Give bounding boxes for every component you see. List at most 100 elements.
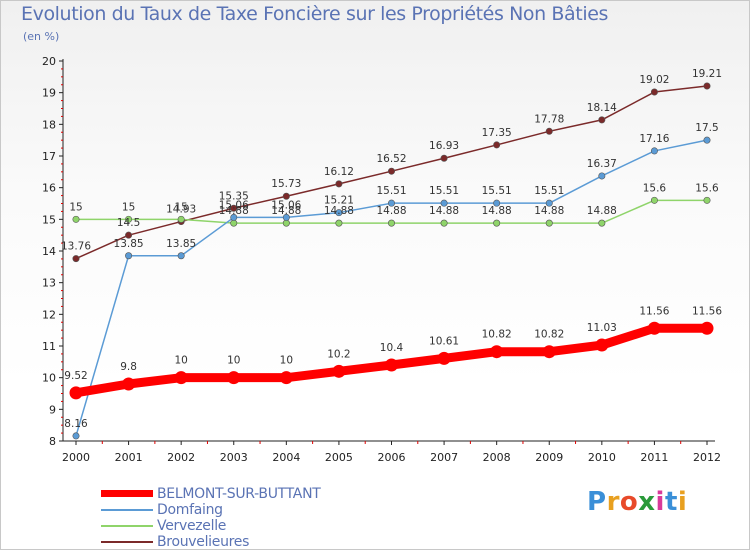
data-point-3 bbox=[230, 204, 238, 212]
y-tick-label: 14 bbox=[42, 245, 56, 258]
data-label-1: 8.16 bbox=[64, 418, 88, 430]
data-label-3: 19.21 bbox=[692, 68, 722, 80]
data-label-3: 14.93 bbox=[166, 204, 196, 216]
legend-item-belmont: BELMONT-SUR-BUTTANT bbox=[101, 486, 401, 502]
data-point-0 bbox=[542, 345, 556, 359]
legend-swatch-domfaing bbox=[101, 509, 153, 511]
data-label-3: 16.93 bbox=[429, 140, 459, 152]
data-point-1 bbox=[387, 199, 395, 207]
data-point-0 bbox=[279, 371, 293, 385]
x-tick-label: 2007 bbox=[430, 451, 458, 464]
data-point-0 bbox=[700, 321, 714, 335]
data-label-2: 14.88 bbox=[587, 205, 617, 217]
data-label-2: 14.88 bbox=[534, 205, 564, 217]
x-tick-label: 2005 bbox=[325, 451, 353, 464]
data-label-1: 15.51 bbox=[376, 185, 406, 197]
data-point-0 bbox=[122, 377, 136, 391]
y-tick-label: 16 bbox=[42, 182, 56, 195]
data-label-0: 10 bbox=[174, 355, 187, 367]
data-point-1 bbox=[125, 252, 133, 260]
legend-item-domfaing: Domfaing bbox=[101, 502, 401, 518]
y-tick-label: 9 bbox=[49, 403, 56, 416]
data-label-3: 13.76 bbox=[61, 241, 91, 253]
data-point-0 bbox=[174, 371, 188, 385]
data-label-3: 17.78 bbox=[534, 113, 564, 125]
data-label-2: 15.6 bbox=[695, 182, 719, 194]
legend-item-vervezelle: Vervezelle bbox=[101, 518, 401, 534]
proxiti-logo: Proxiti bbox=[587, 487, 688, 517]
data-point-2 bbox=[387, 219, 395, 227]
data-point-3 bbox=[493, 141, 501, 149]
x-tick-label: 2008 bbox=[483, 451, 511, 464]
data-label-3: 15.35 bbox=[219, 190, 249, 202]
y-tick-label: 12 bbox=[42, 308, 56, 321]
data-point-0 bbox=[647, 321, 661, 335]
data-label-2: 15 bbox=[122, 201, 135, 213]
data-label-2: 14.88 bbox=[271, 205, 301, 217]
data-point-0 bbox=[227, 371, 241, 385]
data-label-3: 19.02 bbox=[639, 74, 669, 86]
legend-swatch-belmont bbox=[101, 490, 153, 497]
data-point-1 bbox=[282, 213, 290, 221]
data-label-3: 15.73 bbox=[271, 178, 301, 190]
data-point-3 bbox=[650, 88, 658, 96]
y-tick-label: 8 bbox=[49, 435, 56, 448]
legend: BELMONT-SUR-BUTTANT Domfaing Vervezelle … bbox=[101, 486, 401, 550]
data-point-1 bbox=[650, 147, 658, 155]
legend-label-belmont: BELMONT-SUR-BUTTANT bbox=[157, 486, 321, 502]
data-label-0: 10.2 bbox=[327, 348, 350, 360]
x-tick-label: 2011 bbox=[640, 451, 668, 464]
legend-swatch-vervezelle bbox=[101, 525, 153, 527]
data-point-3 bbox=[545, 127, 553, 135]
y-tick-label: 11 bbox=[42, 340, 56, 353]
data-label-0: 10 bbox=[280, 355, 293, 367]
data-label-1: 15.51 bbox=[534, 185, 564, 197]
data-label-1: 15.21 bbox=[324, 195, 354, 207]
data-label-1: 13.85 bbox=[114, 238, 144, 250]
x-tick-label: 2006 bbox=[378, 451, 406, 464]
data-label-3: 18.14 bbox=[587, 102, 617, 114]
data-label-0: 11.56 bbox=[692, 305, 722, 317]
chart-title: Evolution du Taux de Taxe Foncière sur l… bbox=[21, 3, 609, 25]
data-label-2: 14.88 bbox=[219, 205, 249, 217]
data-point-0 bbox=[595, 338, 609, 352]
legend-label-vervezelle: Vervezelle bbox=[157, 518, 227, 534]
data-label-3: 16.52 bbox=[376, 153, 406, 165]
y-tick-label: 17 bbox=[42, 150, 56, 163]
data-label-2: 14.88 bbox=[482, 205, 512, 217]
unit-label: (en %) bbox=[23, 30, 60, 43]
data-point-0 bbox=[490, 345, 504, 359]
data-point-0 bbox=[385, 358, 398, 372]
data-point-1 bbox=[545, 199, 553, 207]
data-point-3 bbox=[387, 167, 395, 175]
data-label-0: 11.56 bbox=[639, 305, 669, 317]
data-label-0: 10.61 bbox=[429, 335, 459, 347]
data-label-1: 17.16 bbox=[639, 133, 669, 145]
data-label-0: 10.82 bbox=[534, 329, 564, 341]
legend-swatch-brouvelieures bbox=[101, 541, 153, 543]
data-point-0 bbox=[69, 386, 83, 400]
data-point-3 bbox=[282, 192, 290, 200]
data-point-2 bbox=[545, 219, 553, 227]
legend-label-brouvelieures: Brouvelieures bbox=[157, 534, 250, 550]
data-label-1: 13.85 bbox=[166, 238, 196, 250]
data-label-0: 11.03 bbox=[587, 322, 617, 334]
data-point-1 bbox=[493, 199, 501, 207]
data-point-2 bbox=[493, 219, 501, 227]
data-label-2: 14.88 bbox=[376, 205, 406, 217]
x-tick-label: 2012 bbox=[693, 451, 721, 464]
data-label-2: 15.6 bbox=[643, 182, 667, 194]
data-point-3 bbox=[598, 116, 606, 124]
data-point-2 bbox=[177, 215, 185, 223]
x-tick-label: 2003 bbox=[220, 451, 248, 464]
data-point-1 bbox=[177, 252, 185, 260]
data-point-3 bbox=[125, 231, 133, 239]
y-tick-label: 15 bbox=[42, 213, 56, 226]
data-point-3 bbox=[703, 82, 711, 90]
data-point-3 bbox=[335, 180, 343, 188]
data-point-2 bbox=[598, 219, 606, 227]
data-label-0: 9.52 bbox=[64, 370, 87, 382]
x-tick-label: 2001 bbox=[115, 451, 143, 464]
